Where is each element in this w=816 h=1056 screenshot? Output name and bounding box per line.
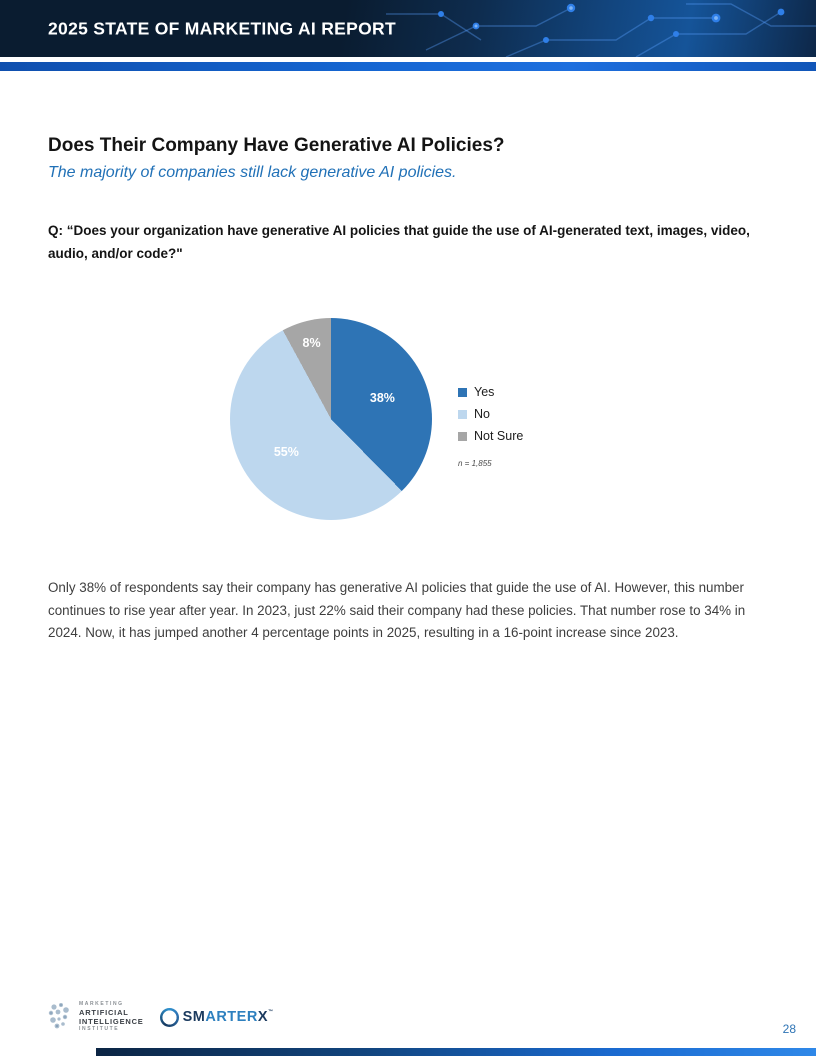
maii-line: INTELLIGENCE [79,1017,144,1026]
smarterx-logo: SMARTERX™ [159,1007,274,1027]
survey-question: Q: “Does your organization have generati… [48,223,750,261]
legend-swatch [458,431,467,441]
pie-chart-figure: 38% 55% 8% Yes No Not Sure n = 1,855 [48,315,768,520]
page-number: 28 [782,1022,796,1036]
maii-line: INSTITUTE [79,1026,120,1033]
legend-swatch [458,387,467,397]
page-content: Does Their Company Have Generative AI Po… [0,71,816,645]
smarterx-ring-icon [159,1007,179,1027]
legend-label: Yes [474,385,495,399]
smarterx-wordmark: SMARTERX™ [183,1009,274,1025]
analysis-paragraph: Only 38% of respondents say their compan… [48,580,746,640]
bottom-accent-bar [96,1048,816,1056]
smarterx-sm: SM [182,1009,206,1025]
maii-logo-text: MARKETING ARTIFICIAL INTELLIGENCE INSTIT… [79,1001,144,1032]
maii-logo: MARKETING ARTIFICIAL INTELLIGENCE INSTIT… [44,1001,144,1033]
report-header: 2025 STATE OF MARKETING AI REPORT [0,0,816,57]
maii-line: ARTIFICIAL [79,1007,129,1017]
legend-item: Yes [458,385,523,399]
smarterx-tm: ™ [267,1009,274,1015]
legend-label: Not Sure [474,429,524,443]
circuit-pattern-decoration [386,3,816,57]
sample-size-note: n = 1,855 [458,459,492,468]
header-accent-bar [0,62,816,71]
brain-circuit-icon [48,1003,69,1029]
chart-legend: Yes No Not Sure n = 1,855 [458,385,523,468]
smarterx-x: X [257,1009,268,1025]
page-footer: MARKETING ARTIFICIAL INTELLIGENCE INSTIT… [44,998,796,1036]
report-title: 2025 STATE OF MARKETING AI REPORT [48,18,396,38]
section-title: Does Their Company Have Generative AI Po… [48,135,505,156]
legend-item: Not Sure [458,429,523,443]
legend-swatch [458,409,467,419]
pie-label: 38% [369,390,395,405]
pie-chart: 38% 55% 8% [230,318,432,520]
pie-label: 55% [273,445,299,460]
legend-item: No [458,407,523,421]
section-subtitle: The majority of companies still lack gen… [48,164,457,181]
maii-line: MARKETING [79,1001,124,1008]
pie-label: 8% [302,335,321,350]
smarterx-arter: ARTER [205,1009,258,1025]
legend-label: No [474,407,490,421]
